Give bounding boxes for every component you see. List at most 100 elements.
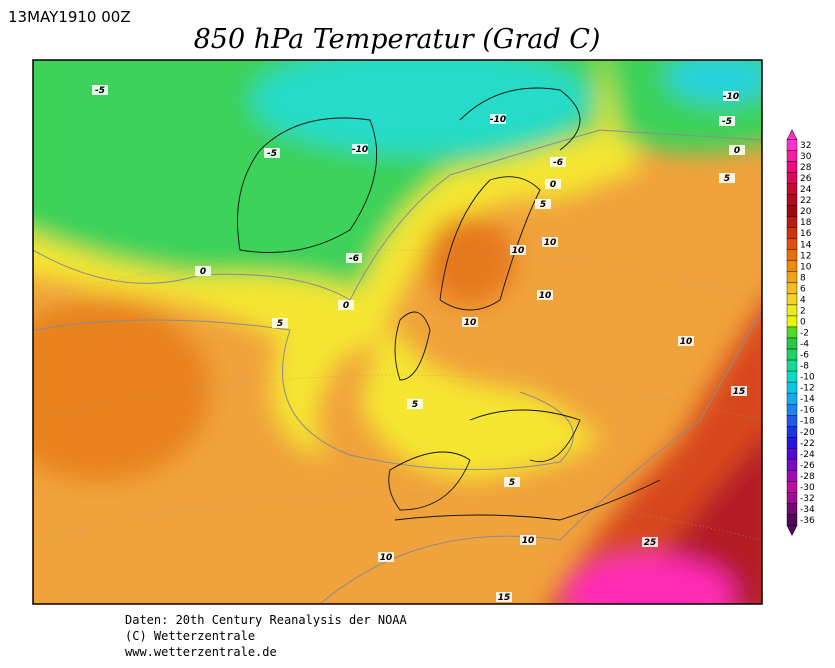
colorbar-swatch [786,183,798,195]
contour-label: 10 [544,238,557,248]
colorbar: 32302826242220181614121086420-2-4-6-8-10… [786,128,815,537]
colorbar-swatch [786,238,798,250]
colorbar-swatch [786,304,798,317]
colorbar-swatch [786,426,798,438]
colorbar-label: 0 [800,317,806,327]
colorbar-label: 18 [800,218,812,228]
colorbar-swatch [786,315,798,328]
colorbar-swatch [786,271,798,284]
contour-label: -5 [95,86,105,96]
colorbar-arrow [786,128,798,140]
colorbar-swatch [786,205,798,217]
contour-label-bg [731,386,747,396]
contour-label: 25 [644,538,657,548]
temperature-field [33,60,762,604]
contour-label-bg [264,148,280,158]
map-title: 850 hPa Temperatur (Grad C) [194,24,601,55]
contour-label-bg [92,85,108,95]
isotherm [33,319,574,471]
colorbar-swatch [786,260,798,273]
contour-labels: -5-5 -10-10-6-10-505050-60510101010101555… [92,85,747,603]
colorbar-label: 20 [800,207,812,217]
colorbar-swatch [786,139,798,151]
colorbar-label: -4 [800,340,809,350]
colorbar-swatch [786,470,798,482]
colorbar-label: -32 [800,494,815,504]
contour-label: 15 [498,593,511,603]
colorbar-label: -26 [800,461,815,471]
contour-label-bg [496,592,512,602]
map-field [33,60,762,604]
contour-label-bg [723,91,739,101]
colorbar-swatch [786,392,798,405]
colorbar-swatch [786,249,798,262]
colorbar-swatch [786,337,798,350]
contour-label: 0 [550,180,556,190]
colorbar-label: 22 [800,196,811,206]
colorbar-label: -14 [800,395,815,405]
colorbar-label: 6 [800,284,806,294]
contour-label: 5 [277,319,283,329]
contour-label: 0 [343,301,349,311]
contour-label: -10 [490,115,506,125]
footer: Daten: 20th Century Reanalysis der NOAA (… [125,613,408,659]
colorbar-label: -2 [800,329,809,339]
colorbar-label: 10 [800,262,812,272]
colorbar-label: -30 [800,483,815,493]
contour-label: 10 [539,291,552,301]
contour-label-bg [678,336,694,346]
warm-area [33,300,210,480]
colorbar-label: -8 [800,362,809,372]
contour-label-bg [407,399,423,409]
colorbar-label: 4 [800,295,806,305]
footer-line: www.wetterzentrale.de [125,645,277,659]
colorbar-swatch [786,293,798,306]
contour-label-bg [378,552,394,562]
colorbar-label: -20 [800,428,815,438]
contour-label-bg [504,477,520,487]
contour-label: 5 [540,200,546,210]
contour-label-bg [272,318,288,328]
colorbar-swatch [786,161,798,173]
colorbar-swatch [786,326,798,339]
contour-label: 0 [734,146,740,156]
contour-label: -10 [723,92,739,102]
contour-label: 5 [412,400,418,410]
colorbar-label: 28 [800,163,812,173]
contour-label: -5 [267,149,277,159]
contour-label-bg [338,300,354,310]
contour-label: -10 [352,145,368,155]
colorbar-label: 32 [800,141,811,151]
contour-label-bg [490,114,506,124]
colorbar-label: 8 [800,273,806,283]
colorbar-swatch [786,492,798,504]
colorbar-swatch [786,514,798,526]
contour-label-bg [520,535,536,545]
colorbar-swatch [786,503,798,515]
colorbar-label: -24 [800,450,815,460]
contour-label: 15 [733,387,746,397]
colorbar-label: -12 [800,384,815,394]
contour-label-bg [462,317,478,327]
colorbar-label: -18 [800,417,815,427]
colorbar-arrow [786,525,798,537]
contour-label: 10 [522,536,535,546]
colorbar-label: -16 [800,406,815,416]
colorbar-swatch [786,459,798,471]
colorbar-label: 14 [800,240,812,250]
contour-label-bg [537,290,553,300]
footer-line: Daten: 20th Century Reanalysis der NOAA [125,613,408,627]
colorbar-swatch [786,403,798,416]
colorbar-swatch [786,216,798,228]
contour-label: -6 [349,254,359,264]
colorbar-swatch [786,227,798,239]
colorbar-label: -10 [800,373,815,383]
contour-label: 10 [512,246,525,256]
contour-label-bg [352,144,368,154]
contour-label: 5 [509,478,515,488]
timestamp: 13MAY1910 00Z [8,8,131,26]
contour-label-bg [545,179,561,189]
contour-label-bg [542,237,558,247]
